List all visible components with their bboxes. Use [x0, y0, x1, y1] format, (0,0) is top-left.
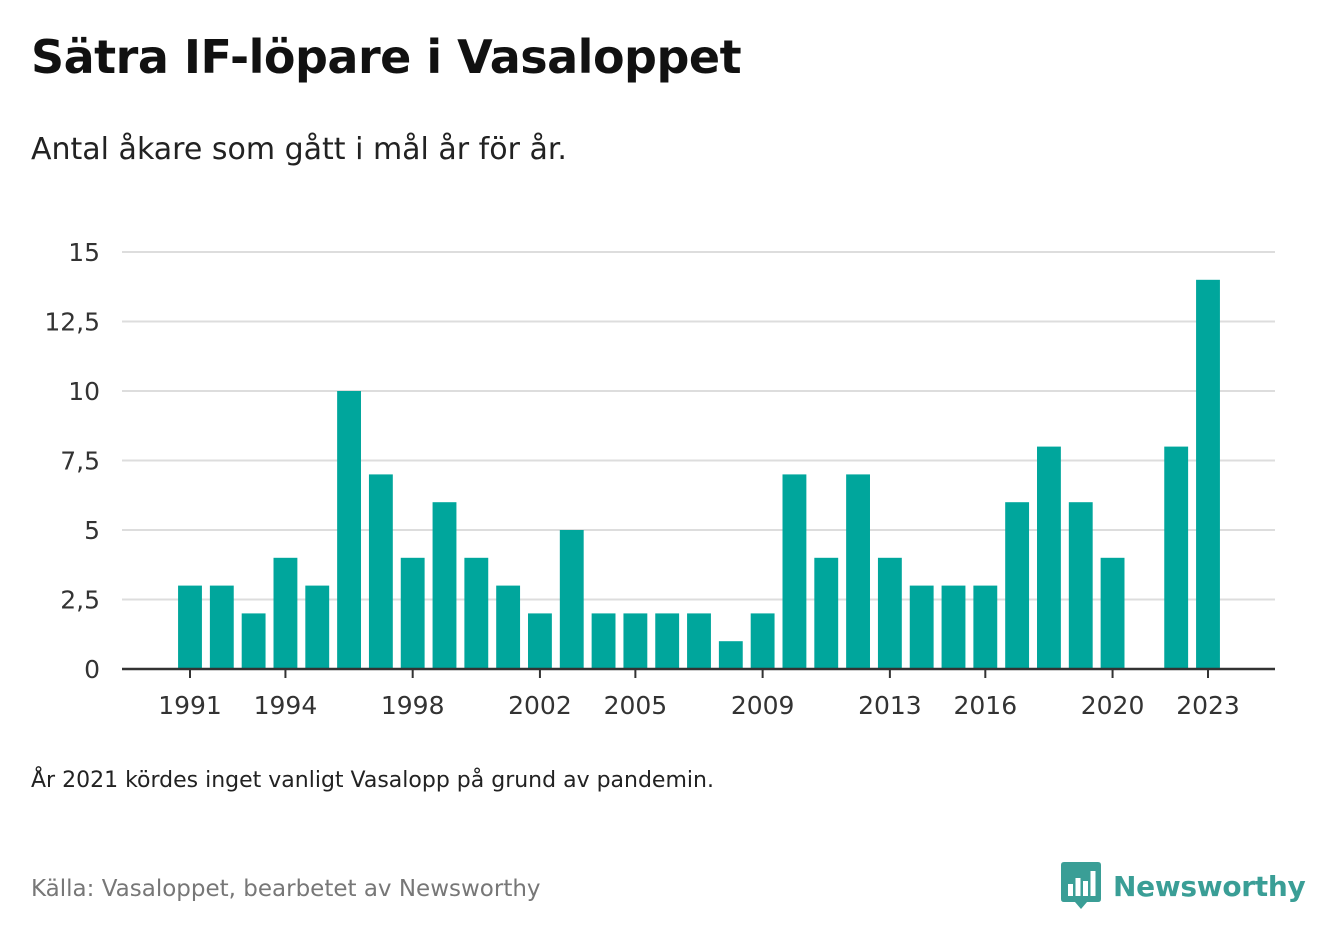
bar-1998 — [400, 557, 425, 669]
bar-2013 — [877, 557, 902, 669]
y-tick-label: 7,5 — [60, 447, 100, 476]
bar-1996 — [337, 391, 361, 669]
source-credit: Källa: Vasaloppet, bearbetet av Newswort… — [31, 876, 541, 902]
bar-2007 — [687, 613, 711, 669]
bar-2011 — [814, 557, 839, 669]
chart-title: Sätra IF-löpare i Vasaloppet — [31, 30, 742, 84]
bar-1991 — [178, 585, 202, 669]
bar-2009 — [750, 613, 775, 669]
bar-2000 — [464, 557, 489, 669]
brand-name: Newsworthy — [1113, 869, 1306, 903]
chart-footnote: År 2021 kördes inget vanligt Vasalopp på… — [31, 768, 714, 793]
bar-2004 — [591, 613, 616, 669]
x-tick-label: 2005 — [604, 691, 668, 720]
bar-2005 — [623, 613, 648, 669]
x-tick-label: 2013 — [858, 691, 922, 720]
x-tick-label: 1998 — [381, 691, 445, 720]
bar-chart-speech-bubble-icon — [1061, 862, 1101, 909]
bar-2018 — [1037, 446, 1061, 669]
x-tick-label: 2009 — [731, 691, 795, 720]
bar-2019 — [1068, 502, 1093, 669]
x-axis-ticks: 1991 1994 1998 2002 2005 2009 2013 2016 2020 2023 — [158, 669, 1240, 720]
bar-2020 — [1100, 557, 1125, 669]
grid-lines — [122, 251, 1275, 601]
bar-1997 — [368, 474, 393, 669]
bar-2023 — [1196, 279, 1220, 669]
y-tick-label: 10 — [68, 377, 100, 406]
y-tick-label: 12,5 — [44, 308, 100, 337]
bar-2015 — [941, 585, 966, 669]
bar-2006 — [655, 613, 680, 669]
x-tick-label: 2002 — [508, 691, 572, 720]
bar-2017 — [1005, 502, 1030, 669]
bar-2014 — [909, 585, 934, 669]
x-tick-label: 1994 — [254, 691, 318, 720]
y-tick-label: 0 — [84, 655, 100, 684]
y-axis-tick-labels: 0 2,5 5 7,5 10 12,5 15 — [44, 238, 100, 684]
x-tick-label: 2023 — [1176, 691, 1240, 720]
bar-1993 — [241, 613, 266, 669]
y-tick-label: 2,5 — [60, 586, 100, 615]
bar-1995 — [305, 585, 330, 669]
bar-2002 — [528, 613, 552, 669]
bar-2010 — [782, 474, 807, 669]
bar-2003 — [559, 530, 584, 669]
bar-1994 — [273, 557, 298, 669]
bar-2012 — [846, 474, 870, 669]
bars — [178, 279, 1220, 669]
x-tick-label: 2016 — [954, 691, 1018, 720]
x-tick-label: 2020 — [1081, 691, 1145, 720]
bar-1992 — [209, 585, 234, 669]
bar-2016 — [973, 585, 998, 669]
bar-2001 — [496, 585, 521, 669]
chart-subtitle: Antal åkare som gått i mål år för år. — [31, 132, 567, 167]
y-tick-label: 15 — [68, 238, 100, 267]
bar-1999 — [432, 502, 457, 669]
brand-logo: Newsworthy — [1061, 862, 1306, 910]
bar-2022 — [1164, 446, 1189, 669]
bar-2008 — [718, 641, 743, 669]
y-tick-label: 5 — [84, 516, 100, 545]
x-tick-label: 1991 — [158, 691, 222, 720]
bar-chart: 0 2,5 5 7,5 10 12,5 15 1991 1994 1998 2002 2005 200… — [44, 238, 1275, 720]
